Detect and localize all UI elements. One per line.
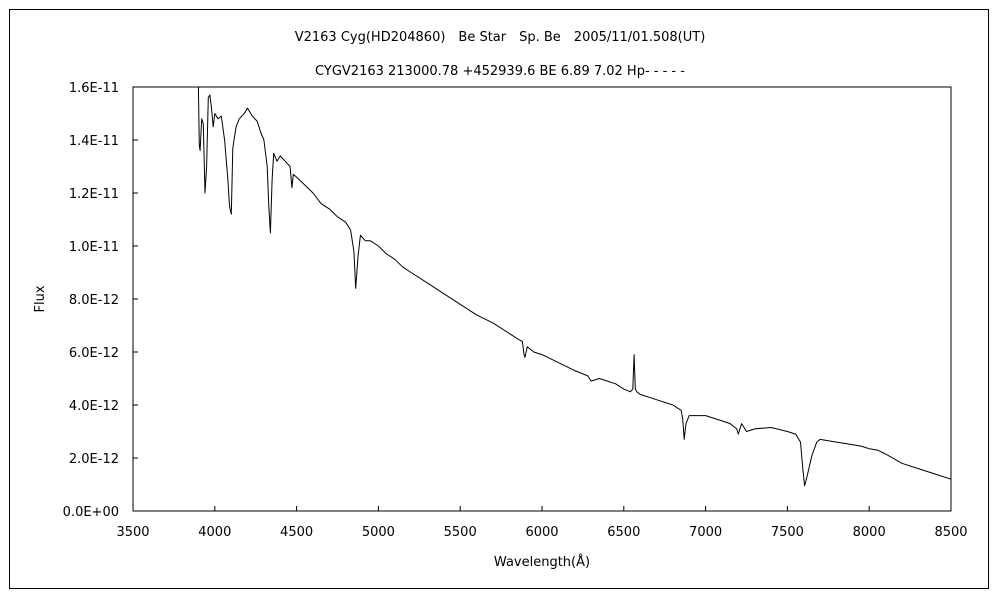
x-tick-label: 8500	[934, 525, 967, 540]
x-tick-label: 5500	[444, 525, 477, 540]
y-tick-label: 1.4E-11	[69, 134, 119, 149]
y-tick-label: 1.6E-11	[69, 81, 119, 96]
y-tick-label: 6.0E-12	[69, 346, 119, 361]
spectrum-line	[197, 86, 952, 487]
x-tick-label: 4500	[280, 525, 313, 540]
x-tick-label: 5000	[362, 525, 395, 540]
y-tick-label: 1.2E-11	[69, 187, 119, 202]
y-axis-label: Flux	[33, 285, 48, 312]
chart-title: V2163 Cyg(HD204860) Be Star Sp. Be 2005/…	[295, 30, 706, 45]
x-tick-label: 4000	[198, 525, 231, 540]
plot-area	[132, 86, 952, 512]
x-tick-label: 6000	[525, 525, 558, 540]
x-tick-label: 7500	[771, 525, 804, 540]
x-tick-label: 7000	[689, 525, 722, 540]
y-tick-label: 0.0E+00	[63, 505, 119, 520]
chart-frame	[9, 9, 989, 589]
chart-subtitle: CYGV2163 213000.78 +452939.6 BE 6.89 7.0…	[315, 64, 685, 79]
y-tick-label: 8.0E-12	[69, 293, 119, 308]
y-tick-label: 4.0E-12	[69, 399, 119, 414]
y-axis: 0.0E+00 2.0E-12 4.0E-12 6.0E-12 8.0E-12 1.0E-…	[63, 81, 138, 520]
x-tick-label: 8000	[853, 525, 886, 540]
y-tick-label: 2.0E-12	[69, 452, 119, 467]
series-group	[197, 86, 952, 487]
x-axis-label: Wavelength(Å)	[494, 554, 590, 570]
x-axis: 3500 4000 4500 5000 5500 6000 6500 7000 7500 8000…	[116, 506, 968, 540]
y-tick-label: 1.0E-11	[69, 240, 119, 255]
x-tick-label: 6500	[607, 525, 640, 540]
x-tick-label: 3500	[116, 525, 149, 540]
